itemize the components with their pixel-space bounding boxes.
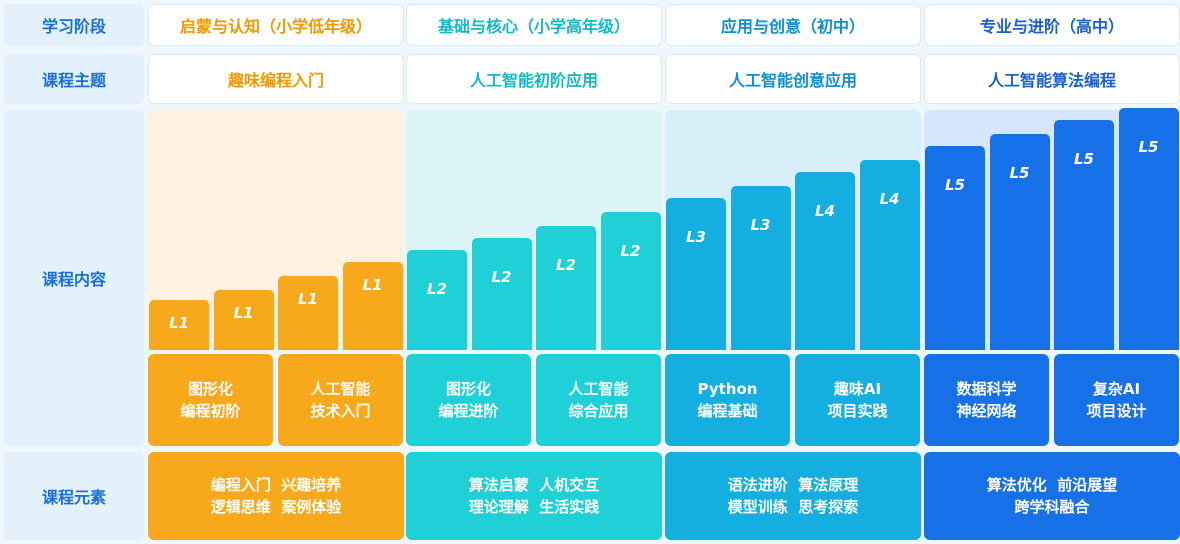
level-label: L3	[750, 216, 771, 234]
course-element-line: 编程入门 兴趣培养	[210, 476, 342, 494]
course-element-line: 模型训练 思考探索	[727, 498, 859, 516]
level-bar: L2	[600, 212, 661, 350]
sub-course-line: 人工智能	[568, 380, 629, 398]
sub-course-line: 趣味AI	[833, 380, 882, 398]
level-label: L5	[1138, 138, 1159, 156]
sub-course-box: Python 编程基础	[665, 354, 790, 446]
sub-course-box: 人工智能 技术入门	[278, 354, 403, 446]
level-bar: L5	[925, 146, 985, 350]
level-label: L4	[879, 190, 900, 208]
course-element-line: 理论理解 生活实践	[468, 498, 600, 516]
level-label: L4	[815, 202, 835, 220]
sub-course-box: 复杂AI 项目设计	[1054, 354, 1179, 446]
level-label: L5	[1074, 150, 1094, 168]
level-label: L1	[233, 304, 254, 322]
level-bar: L1	[278, 276, 338, 350]
stage-topic: 人工智能初阶应用	[406, 54, 662, 104]
level-label: L2	[491, 268, 512, 286]
stage-header: 应用与创意（初中）	[665, 4, 921, 46]
course-element-line: 算法启蒙 人机交互	[468, 476, 600, 494]
level-label: L1	[169, 314, 189, 332]
sub-course-line: 图形化	[445, 380, 491, 398]
row-label-topic: 课程主题	[4, 54, 144, 104]
sub-course-line: 编程进阶	[438, 402, 499, 420]
course-element-line: 算法优化 前沿展望	[986, 476, 1118, 494]
sub-course-line: 综合应用	[568, 402, 629, 420]
course-elements-box: 语法进阶 算法原理 模型训练 思考探索	[665, 452, 921, 540]
stage-header: 基础与核心（小学高年级）	[406, 4, 662, 46]
course-element-line: 跨学科融合	[1014, 498, 1090, 516]
level-bar: L2	[536, 226, 596, 350]
sub-course-line: 图形化	[187, 380, 233, 398]
course-elements-box: 编程入门 兴趣培养 逻辑思维 案例体验	[148, 452, 404, 540]
level-bar: L2	[407, 250, 467, 350]
level-bar: L2	[471, 238, 532, 350]
sub-course-line: 数据科学	[956, 380, 1017, 398]
sub-course-line: 人工智能	[310, 380, 371, 398]
level-bar: L4	[795, 172, 855, 350]
level-label: L5	[1009, 164, 1030, 182]
stage-topic: 人工智能创意应用	[665, 54, 921, 104]
sub-course-line: 编程初阶	[180, 402, 241, 420]
level-bar: L1	[213, 290, 274, 350]
level-label: L2	[427, 280, 447, 298]
level-label: L5	[945, 176, 965, 194]
level-label: L2	[620, 242, 641, 260]
level-label: L3	[686, 228, 706, 246]
level-bar: L5	[1118, 108, 1179, 350]
stage-topic: 趣味编程入门	[148, 54, 404, 104]
stage-header: 专业与进阶（高中）	[924, 4, 1180, 46]
sub-course-line: 项目设计	[1086, 402, 1147, 420]
sub-course-line: 项目实践	[827, 402, 888, 420]
level-bar: L5	[989, 134, 1050, 350]
course-elements-box: 算法启蒙 人机交互 理论理解 生活实践	[406, 452, 662, 540]
sub-course-box: 人工智能 综合应用	[536, 354, 661, 446]
level-label: L2	[556, 256, 576, 274]
sub-course-box: 数据科学 神经网络	[924, 354, 1049, 446]
row-label-content: 课程内容	[4, 110, 144, 446]
sub-course-line: 复杂AI	[1092, 380, 1141, 398]
course-element-line: 逻辑思维 案例体验	[210, 498, 342, 516]
row-label-stage: 学习阶段	[4, 4, 144, 46]
sub-course-box: 图形化 编程进阶	[406, 354, 531, 446]
level-bar: L4	[859, 160, 920, 350]
sub-course-box: 趣味AI 项目实践	[795, 354, 920, 446]
sub-course-line: 编程基础	[697, 402, 758, 420]
sub-course-box: 图形化 编程初阶	[148, 354, 273, 446]
level-bar: L3	[730, 186, 791, 350]
level-label: L1	[298, 290, 318, 308]
level-bar: L1	[149, 300, 209, 350]
level-label: L1	[362, 276, 383, 294]
course-elements-box: 算法优化 前沿展望 跨学科融合	[924, 452, 1180, 540]
sub-course-line: 神经网络	[956, 402, 1017, 420]
course-element-line: 语法进阶 算法原理	[727, 476, 859, 494]
sub-course-line: 技术入门	[310, 402, 371, 420]
level-bar: L3	[666, 198, 726, 350]
sub-course-line: Python	[697, 380, 758, 398]
stage-header: 启蒙与认知（小学低年级）	[148, 4, 404, 46]
row-label-elements: 课程元素	[4, 452, 144, 540]
level-bar: L1	[342, 262, 403, 350]
level-bar: L5	[1054, 120, 1114, 350]
stage-topic: 人工智能算法编程	[924, 54, 1180, 104]
